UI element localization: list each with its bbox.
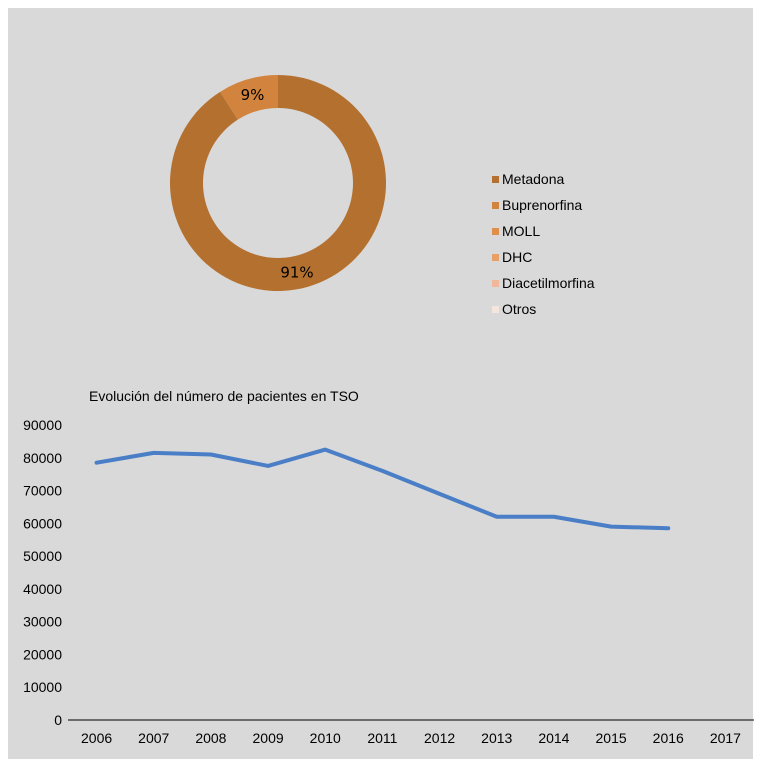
y-tick-label: 80000 <box>23 450 62 466</box>
y-tick-label: 50000 <box>23 548 62 564</box>
series-group <box>94 447 671 531</box>
x-tick-label: 2013 <box>481 730 512 746</box>
y-tick-label: 70000 <box>23 483 62 499</box>
series-line <box>94 447 671 531</box>
x-tick-label: 2014 <box>538 730 569 746</box>
donut-labels: 91% 9% <box>241 86 314 281</box>
legend-item-dhc: DHC <box>492 244 662 270</box>
legend-item-metadona: Metadona <box>492 166 662 192</box>
legend-swatch <box>492 253 499 261</box>
legend-item-otros: Otros <box>492 296 662 322</box>
x-tick-label: 2016 <box>653 730 684 746</box>
legend-swatch <box>492 279 499 287</box>
x-tick-label: 2012 <box>424 730 455 746</box>
legend-label: Otros <box>502 301 537 317</box>
donut-label-metadona: 91% <box>280 264 313 282</box>
y-axis: 0 10000 20000 30000 40000 50000 60000 70000 8000… <box>23 417 62 728</box>
donut-slices <box>170 75 386 291</box>
y-tick-label: 30000 <box>23 614 62 630</box>
legend-label: DHC <box>502 249 533 265</box>
donut-legend: Metadona Buprenorfina MOLL DHC Diacetilmorfi… <box>492 166 662 322</box>
line-chart-title: Evolución del número de pacientes en TSO <box>89 388 359 404</box>
x-tick-label: 2010 <box>310 730 341 746</box>
x-axis: 2006 2007 2008 2009 2010 2011 2012 2013 2014 2015… <box>81 730 741 746</box>
y-tick-label: 60000 <box>23 515 62 531</box>
x-tick-label: 2006 <box>81 730 112 746</box>
legend-swatch <box>492 201 499 209</box>
legend-swatch <box>492 227 499 235</box>
y-tick-label: 10000 <box>23 679 62 695</box>
x-tick-label: 2015 <box>596 730 627 746</box>
legend-swatch <box>492 175 499 183</box>
x-tick-label: 2011 <box>367 730 397 746</box>
y-tick-label: 0 <box>54 712 62 728</box>
legend-label: MOLL <box>502 223 541 239</box>
x-tick-label: 2009 <box>253 730 284 746</box>
x-tick-label: 2007 <box>138 730 169 746</box>
legend-label: Buprenorfina <box>502 197 583 213</box>
donut-label-buprenorfina: 9% <box>241 86 265 104</box>
y-tick-label: 90000 <box>23 417 62 433</box>
legend-item-moll: MOLL <box>492 218 662 244</box>
x-tick-label: 2008 <box>195 730 226 746</box>
y-tick-label: 40000 <box>23 581 62 597</box>
legend-label: Metadona <box>502 171 565 187</box>
legend-item-buprenorfina: Buprenorfina <box>492 192 662 218</box>
chart-panel <box>8 8 753 759</box>
donut-slice-metadona <box>170 75 386 291</box>
y-tick-label: 20000 <box>23 646 62 662</box>
x-tick-label: 2017 <box>710 730 741 746</box>
legend-item-diacetilmorfina: Diacetilmorfina <box>492 270 662 296</box>
legend-label: Diacetilmorfina <box>502 275 595 291</box>
donut-slice-buprenorfina <box>220 75 278 120</box>
legend-swatch <box>492 305 499 313</box>
